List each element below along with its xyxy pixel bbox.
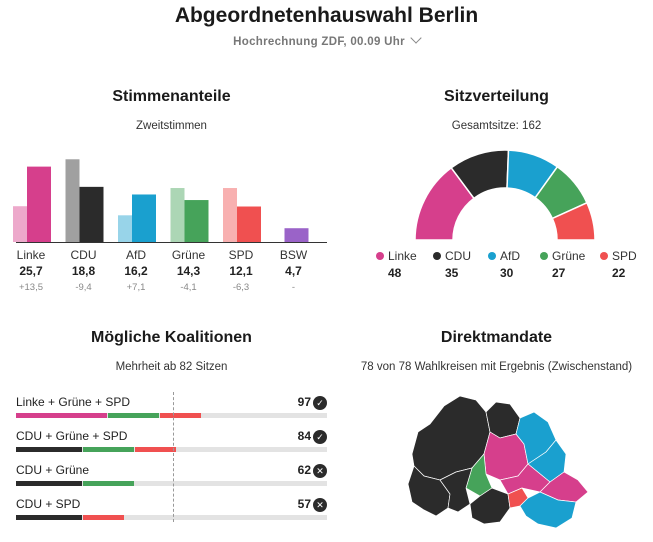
coalition-bar [16, 481, 327, 486]
coalition-segment-spd [83, 515, 125, 520]
coalition-bar [16, 447, 327, 452]
legend-dot-icon [488, 252, 496, 260]
coalition-label: CDU + Grüne [16, 463, 90, 477]
chevron-down-icon [410, 32, 422, 44]
coalition-label: Linke + Grüne + SPD [16, 395, 131, 409]
cross-icon: ✕ [313, 464, 327, 478]
coalition-label: CDU + SPD [16, 497, 81, 511]
coalitions-subtitle: Mehrheit ab 82 Sitzen [115, 361, 228, 373]
seat-segment-spd [551, 201, 596, 241]
legend-seats: 48 [388, 266, 402, 280]
legend-item-cdu: CDU 35 [433, 249, 471, 280]
seats-title: Sitzverteilung [444, 88, 549, 105]
majority-line [173, 392, 175, 522]
bar-change-label: +7,1 [127, 282, 146, 293]
bar-value-label: 16,2 [124, 264, 148, 278]
coalition-bar [16, 413, 327, 418]
cross-icon: ✕ [313, 498, 327, 512]
coalition-seats: 84 [297, 429, 311, 443]
coalition-segment-cdu [16, 515, 83, 520]
coalition-label: CDU + Grüne + SPD [16, 429, 128, 443]
bar-value-label: 25,7 [19, 264, 43, 278]
direct-subtitle: 78 von 78 Wahlkreisen mit Ergebnis (Zwis… [360, 361, 633, 373]
legend-dot-icon [433, 252, 441, 260]
coalition-seats: 57 [297, 497, 311, 511]
bar-change-label: -9,4 [75, 282, 91, 293]
legend-item-gruene: Grüne 27 [540, 249, 586, 280]
legend-dot-icon [376, 252, 384, 260]
votes-subtitle: Zweitstimmen [136, 120, 207, 132]
coalition-bar [16, 515, 327, 520]
coalition-seats: 62 [297, 463, 311, 477]
legend-dot-icon [600, 252, 608, 260]
bar-previous-gruene [170, 188, 185, 242]
legend-item-linke: Linke 48 [376, 249, 417, 280]
coalition-segment-spd [135, 447, 177, 452]
legend-seats: 22 [612, 266, 626, 280]
bar-current-gruene [184, 200, 209, 242]
legend-label: CDU [445, 249, 471, 263]
bar-category-label: Grüne [172, 248, 206, 262]
bar-previous-spd [223, 188, 237, 242]
bar-category-label: Linke [17, 248, 46, 262]
coalition-segment-gruene [83, 481, 135, 486]
map-region-southeast-afd [519, 491, 577, 529]
bar-change-label: - [292, 282, 295, 293]
legend-seats: 27 [552, 266, 566, 280]
bar-current-cdu [79, 186, 104, 242]
seats-subtitle: Gesamtsitze: 162 [451, 120, 542, 132]
legend-label: Grüne [552, 249, 586, 263]
coalition-segment-gruene [108, 413, 159, 418]
legend-label: AfD [500, 249, 521, 263]
bar-current-linke [27, 166, 51, 242]
coalitions-title: Mögliche Koalitionen [91, 329, 252, 346]
votes-bar-chart: Linke 25,7 +13,5 CDU 18,8 -9,4 AfD 16,2 +7,1 Grün… [13, 159, 327, 293]
bar-current-spd [237, 206, 261, 242]
legend-seats: 35 [445, 266, 459, 280]
coalition-segment-cdu [16, 481, 83, 486]
bar-previous-afd [118, 215, 132, 242]
coalition-segment-cdu [16, 447, 83, 452]
legend-seats: 30 [500, 266, 514, 280]
coalition-segment-spd [159, 413, 202, 418]
coalition-segment-linke [16, 413, 108, 418]
bar-change-label: -4,1 [180, 282, 196, 293]
direct-title: Direktmandate [440, 329, 553, 346]
bar-current-bsw [284, 228, 309, 242]
check-icon: ✓ [313, 430, 327, 444]
bar-category-label: CDU [71, 248, 97, 262]
votes-title: Stimmenanteile [112, 88, 231, 105]
forecast-selector[interactable]: Hochrechnung ZDF, 00.09 Uhr [0, 32, 653, 48]
coalition-segment-gruene [83, 447, 135, 452]
legend-item-spd: SPD 22 [600, 249, 637, 280]
bar-previous-linke [13, 206, 27, 242]
berlin-constituency-map[interactable] [400, 384, 600, 534]
bar-category-label: SPD [229, 248, 254, 262]
legend-label: Linke [388, 249, 417, 263]
forecast-label: Hochrechnung ZDF, 00.09 Uhr [233, 36, 405, 48]
bar-value-label: 18,8 [72, 264, 96, 278]
legend-item-afd: AfD 30 [488, 249, 521, 280]
legend-label: SPD [612, 249, 637, 263]
page-title: Abgeordnetenhauswahl Berlin [174, 4, 479, 27]
bar-change-label: -6,3 [233, 282, 249, 293]
bar-value-label: 4,7 [285, 264, 302, 278]
seats-hemicycle [414, 149, 596, 241]
bar-current-afd [132, 194, 156, 242]
legend-dot-icon [540, 252, 548, 260]
bar-category-label: BSW [280, 248, 308, 262]
check-icon: ✓ [313, 396, 327, 410]
bar-value-label: 12,1 [229, 264, 253, 278]
bar-value-label: 14,3 [177, 264, 201, 278]
coalition-seats: 97 [297, 395, 311, 409]
bar-change-label: +13,5 [19, 282, 43, 293]
bar-previous-cdu [65, 159, 80, 242]
bar-category-label: AfD [126, 248, 146, 262]
